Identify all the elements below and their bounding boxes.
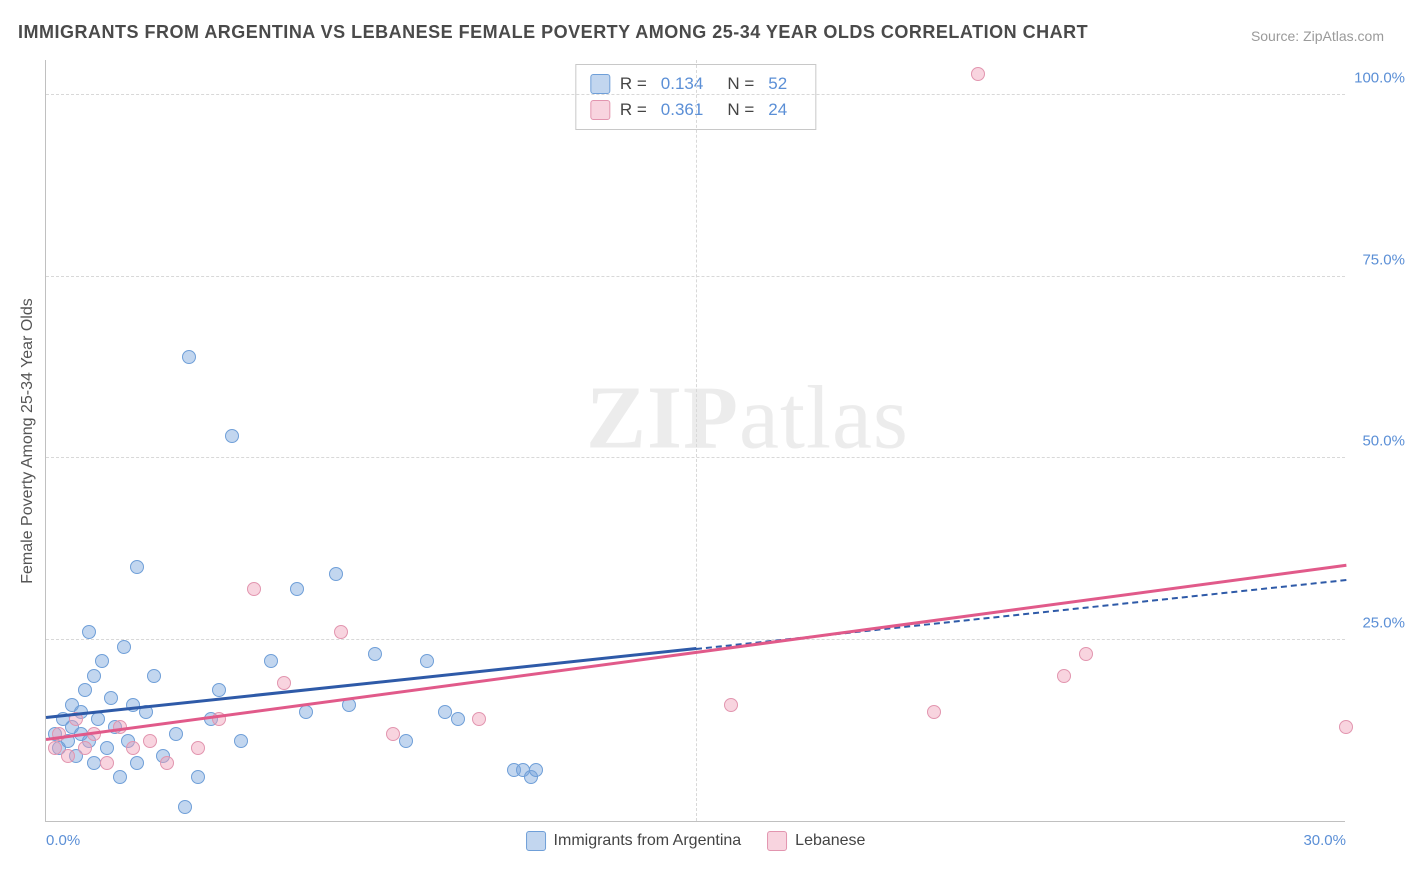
y-tick-label: 25.0% <box>1350 614 1405 631</box>
x-tick-label: 30.0% <box>1303 832 1346 849</box>
data-point-argentina <box>78 683 92 697</box>
data-point-lebanese <box>971 67 985 81</box>
data-point-argentina <box>178 800 192 814</box>
legend-n-label: N = <box>727 71 754 97</box>
legend-n-label: N = <box>727 97 754 123</box>
data-point-argentina <box>399 734 413 748</box>
data-point-argentina <box>82 625 96 639</box>
legend-r-label: R = <box>620 71 647 97</box>
data-point-argentina <box>87 669 101 683</box>
series-legend-label: Immigrants from Argentina <box>554 832 742 850</box>
watermark-text: ZIPatlas <box>586 366 909 469</box>
data-point-lebanese <box>160 756 174 770</box>
data-point-lebanese <box>143 734 157 748</box>
data-point-argentina <box>529 763 543 777</box>
data-point-lebanese <box>61 749 75 763</box>
data-point-argentina <box>438 705 452 719</box>
y-axis-label: Female Poverty Among 25-34 Year Olds <box>19 298 37 584</box>
source-attribution: Source: ZipAtlas.com <box>1251 28 1384 44</box>
data-point-argentina <box>104 691 118 705</box>
scatter-plot-area: ZIPatlas Female Poverty Among 25-34 Year… <box>45 60 1345 822</box>
data-point-lebanese <box>927 705 941 719</box>
gridline-vertical <box>696 60 697 821</box>
data-point-lebanese <box>1339 720 1353 734</box>
data-point-argentina <box>290 582 304 596</box>
legend-swatch <box>590 100 610 120</box>
data-point-argentina <box>169 727 183 741</box>
data-point-lebanese <box>247 582 261 596</box>
data-point-argentina <box>212 683 226 697</box>
data-point-argentina <box>329 567 343 581</box>
data-point-argentina <box>299 705 313 719</box>
data-point-argentina <box>95 654 109 668</box>
data-point-argentina <box>368 647 382 661</box>
source-link[interactable]: ZipAtlas.com <box>1303 28 1384 44</box>
data-point-argentina <box>182 350 196 364</box>
data-point-argentina <box>91 712 105 726</box>
data-point-lebanese <box>386 727 400 741</box>
data-point-argentina <box>130 560 144 574</box>
data-point-lebanese <box>100 756 114 770</box>
x-tick-label: 0.0% <box>46 832 80 849</box>
data-point-argentina <box>113 770 127 784</box>
data-point-argentina <box>191 770 205 784</box>
data-point-lebanese <box>1079 647 1093 661</box>
y-tick-label: 75.0% <box>1350 251 1405 268</box>
chart-title: IMMIGRANTS FROM ARGENTINA VS LEBANESE FE… <box>18 22 1088 43</box>
data-point-lebanese <box>1057 669 1071 683</box>
y-tick-label: 100.0% <box>1350 70 1405 87</box>
legend-n-value: 24 <box>768 97 787 123</box>
data-point-argentina <box>451 712 465 726</box>
data-point-lebanese <box>277 676 291 690</box>
data-point-argentina <box>87 756 101 770</box>
series-legend-item-argentina: Immigrants from Argentina <box>526 831 742 851</box>
source-prefix: Source: <box>1251 28 1299 44</box>
legend-swatch <box>526 831 546 851</box>
y-tick-label: 50.0% <box>1350 433 1405 450</box>
data-point-argentina <box>100 741 114 755</box>
series-legend: Immigrants from Argentina Lebanese <box>526 831 866 851</box>
legend-swatch <box>590 74 610 94</box>
data-point-argentina <box>225 429 239 443</box>
legend-n-value: 52 <box>768 71 787 97</box>
data-point-lebanese <box>48 741 62 755</box>
series-legend-item-lebanese: Lebanese <box>767 831 865 851</box>
data-point-argentina <box>117 640 131 654</box>
data-point-lebanese <box>334 625 348 639</box>
data-point-argentina <box>264 654 278 668</box>
legend-swatch <box>767 831 787 851</box>
data-point-lebanese <box>724 698 738 712</box>
data-point-lebanese <box>78 741 92 755</box>
data-point-argentina <box>420 654 434 668</box>
data-point-argentina <box>147 669 161 683</box>
data-point-lebanese <box>472 712 486 726</box>
legend-r-label: R = <box>620 97 647 123</box>
series-legend-label: Lebanese <box>795 832 865 850</box>
data-point-lebanese <box>126 741 140 755</box>
data-point-argentina <box>130 756 144 770</box>
data-point-lebanese <box>191 741 205 755</box>
data-point-argentina <box>234 734 248 748</box>
